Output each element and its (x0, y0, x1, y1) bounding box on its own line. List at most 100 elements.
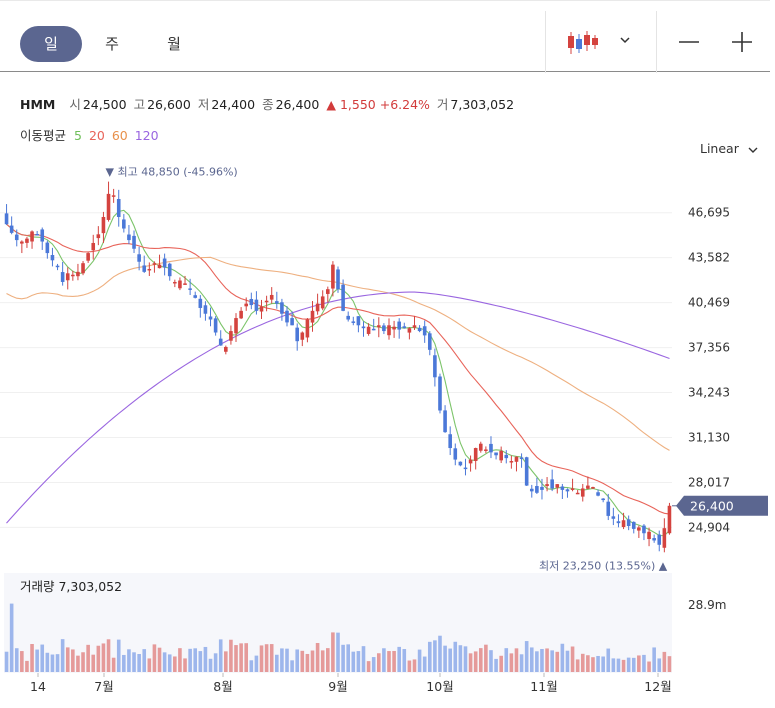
volume-bar (621, 659, 626, 672)
volume-bar (417, 649, 422, 672)
candle-body (4, 213, 9, 225)
volume-bar (458, 645, 463, 672)
volume-bar (484, 644, 488, 672)
volume-bar (509, 653, 514, 672)
low-value: 24,400 (211, 97, 256, 112)
candle-body (315, 303, 320, 312)
volume-bar (142, 649, 147, 672)
volume-bar (198, 651, 203, 672)
candle-body (550, 479, 554, 489)
candle-body (91, 242, 96, 251)
volume-bar (514, 648, 519, 672)
scale-selector[interactable]: Linear (700, 141, 760, 156)
candle-body (224, 346, 228, 352)
chart-type-candle-button[interactable] (562, 29, 602, 57)
volume-bar (407, 660, 412, 672)
candle-body (473, 448, 478, 461)
candle-body (269, 294, 274, 300)
volume-bar (244, 643, 249, 672)
candle-body (14, 234, 19, 241)
candle-body (356, 316, 361, 326)
candle-body (494, 452, 498, 456)
candle-body (382, 325, 386, 332)
volume-bar (519, 654, 524, 672)
volume-bar (178, 648, 182, 672)
moving-average-label: 이동평균 (20, 128, 67, 143)
candle-body (25, 238, 29, 243)
candle-body (621, 520, 626, 528)
current-price-badge (676, 495, 768, 516)
candle-body (591, 487, 595, 489)
candle-body (188, 288, 192, 290)
volume-bar (290, 660, 294, 672)
toolbar-divider (545, 11, 546, 73)
volume-bar (376, 653, 381, 672)
tab-monthly[interactable]: 월 (167, 35, 181, 53)
candle-body (132, 235, 136, 249)
volume-bar (560, 643, 565, 672)
close-value: 26,400 (275, 97, 320, 112)
volume-bar (152, 644, 157, 672)
candle-body (249, 298, 254, 306)
volume-bar (55, 654, 60, 672)
volume-value: 7,303,052 (450, 97, 515, 112)
volume-bar (315, 643, 320, 672)
plus-icon (732, 32, 752, 52)
zoom-in-button[interactable] (725, 27, 759, 57)
candle-body (127, 234, 131, 241)
volume-bar (611, 658, 616, 672)
chart-type-dropdown-button[interactable] (614, 29, 636, 53)
volume-bar (249, 660, 254, 672)
volume-bar (106, 639, 111, 672)
price-tick-label: 40,469 (688, 296, 730, 310)
candle-body (336, 269, 340, 290)
candle-body (519, 457, 524, 460)
volume-bar (504, 648, 509, 672)
candle-body (458, 461, 463, 466)
candle-body (662, 528, 667, 548)
minus-icon (679, 41, 699, 43)
candle-body (616, 521, 621, 524)
candle-body (9, 225, 14, 233)
tab-daily[interactable]: 일 (20, 26, 82, 62)
volume-bar (331, 632, 335, 672)
volume-bar (443, 645, 447, 672)
zoom-out-button[interactable] (672, 27, 706, 57)
tab-weekly[interactable]: 주 (105, 35, 119, 53)
volume-bar (351, 651, 356, 672)
candle-body (203, 305, 208, 314)
candle-body (626, 519, 631, 527)
candle-body (631, 521, 636, 529)
change-arrow-icon: ▲ (326, 97, 336, 112)
volume-bar (524, 641, 529, 672)
candle-body (468, 459, 473, 464)
candle-body (443, 410, 447, 433)
candle-body (239, 310, 243, 319)
volume-bar (662, 651, 667, 672)
volume-bar (371, 657, 376, 672)
volume-bar (652, 647, 656, 672)
volume-label: 거 (436, 97, 449, 112)
volume-bar (606, 648, 611, 672)
candle-body (152, 263, 157, 265)
candle-body (489, 443, 493, 453)
date-tick-label: 10월 (426, 679, 453, 694)
candle-body (412, 325, 417, 328)
volume-bar (555, 651, 560, 672)
volume-bar (575, 659, 580, 672)
candle-body (285, 310, 289, 323)
candle-body (560, 486, 565, 490)
volume-bar (254, 655, 259, 672)
moving-average-legend[interactable]: 이동평균 5 20 60 120 (20, 125, 162, 144)
extreme-markers: ▼ 최고 48,850 (-45.96%) 최저 23,250 (13.55%) … (106, 166, 668, 573)
candle-body (667, 505, 672, 534)
candle-body (361, 326, 366, 329)
candle-body (259, 306, 264, 312)
volume-bar (60, 639, 65, 672)
price-tick-label: 37,356 (688, 341, 730, 355)
volume-bar (295, 649, 300, 672)
date-tick-label: 12월 (644, 679, 671, 694)
volume-bar (647, 661, 651, 672)
candle-body (280, 302, 284, 314)
